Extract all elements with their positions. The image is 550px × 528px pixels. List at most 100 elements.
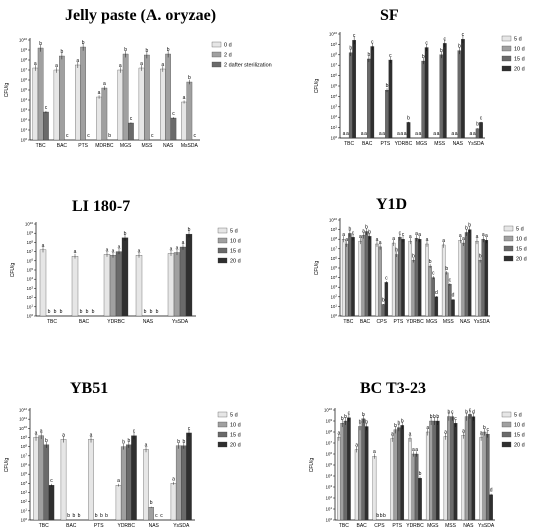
chart-panel: Y1D CFU/g 100 101 102 103 104 105 106 107 108 109 10… <box>314 196 527 325</box>
bar <box>467 229 472 317</box>
y-tick-label: 100 <box>331 135 338 141</box>
significance-letter: a <box>42 243 45 249</box>
y-tick-label: 1010 <box>329 217 337 223</box>
legend-swatch <box>501 431 512 438</box>
bar <box>122 53 129 141</box>
significance-letter: b <box>429 259 432 265</box>
bar <box>401 239 405 317</box>
significance-letter: b <box>465 225 468 231</box>
bar <box>160 68 166 141</box>
bar <box>144 54 150 141</box>
bar <box>117 69 124 141</box>
bar <box>439 54 444 139</box>
y-tick-label: 107 <box>331 246 338 252</box>
x-tick-label: CPS <box>374 523 385 528</box>
significance-letter: a <box>469 131 472 137</box>
legend-swatch <box>501 35 512 42</box>
significance-letter: b <box>412 253 415 259</box>
significance-letter: a <box>455 131 458 137</box>
legend-label: 10 d <box>516 237 527 243</box>
bar <box>343 420 348 521</box>
significance-letter: a <box>433 131 436 137</box>
bar <box>418 478 422 521</box>
y-tick-label: 104 <box>21 480 28 486</box>
bar <box>167 253 175 317</box>
chart-panel: BC T3-23 CFU/g 100 101 102 103 104 105 106 107 108… <box>309 380 525 528</box>
bar <box>138 67 145 141</box>
y-tick-label: 103 <box>331 284 338 290</box>
bar <box>425 243 429 317</box>
legend-swatch <box>211 41 222 48</box>
y-tick-label: 105 <box>27 267 34 273</box>
significance-letter: b <box>341 416 344 422</box>
x-tick-label: BAC <box>66 523 77 528</box>
significance-letter: a <box>362 228 365 234</box>
y-tick-label: 103 <box>326 484 333 490</box>
significance-letter: a <box>418 131 421 137</box>
bar <box>354 449 359 521</box>
y-tick-label: 107 <box>21 67 28 73</box>
significance-letter: b <box>150 500 153 506</box>
bar <box>441 244 446 317</box>
bar <box>398 237 402 317</box>
bar <box>43 444 50 521</box>
x-tick-label: NAS <box>453 141 464 147</box>
bar <box>348 233 352 317</box>
x-tick-label: NAS <box>163 143 174 149</box>
significance-letter: b <box>144 309 147 315</box>
significance-letter: a <box>391 432 394 438</box>
bar <box>128 122 134 141</box>
bar <box>351 237 355 317</box>
y-tick-label: 104 <box>326 473 333 479</box>
bar <box>60 439 67 521</box>
significance-letter: b <box>82 40 85 46</box>
y-tick-label: 106 <box>21 77 28 83</box>
significance-letter: b <box>383 513 386 519</box>
y-tick-label: 108 <box>21 57 28 63</box>
y-tick-label: 107 <box>326 440 333 446</box>
significance-letter: b <box>483 425 486 431</box>
bar <box>71 256 79 317</box>
y-tick-label: 102 <box>331 294 338 300</box>
significance-letter: c <box>66 133 69 139</box>
y-tick-label: 108 <box>331 236 338 242</box>
significance-letter: a <box>138 248 141 254</box>
significance-letter: a <box>182 240 185 246</box>
legend-label: 10 d <box>230 239 241 245</box>
x-tick-label: MSS <box>443 319 455 325</box>
y-tick-label: 103 <box>21 489 28 495</box>
significance-letter: d <box>452 293 455 299</box>
bar <box>80 46 86 141</box>
significance-letter: c <box>399 230 402 236</box>
significance-letter: a <box>40 429 43 435</box>
x-tick-label: MGS <box>427 523 439 528</box>
significance-letter: a <box>112 248 115 254</box>
legend-swatch <box>501 45 512 52</box>
y-tick-label: 101 <box>27 304 34 310</box>
x-tick-label: PTS <box>94 523 104 528</box>
y-tick-label: 102 <box>27 295 34 301</box>
bar <box>384 282 389 317</box>
significance-letter: c <box>87 133 90 139</box>
significance-letter: a <box>117 478 120 484</box>
y-tick-label: 101 <box>331 125 338 131</box>
bar <box>479 437 483 521</box>
x-tick-label: MGS <box>426 319 438 325</box>
significance-letter: a <box>76 58 79 64</box>
bar <box>143 449 149 521</box>
bar <box>179 246 187 317</box>
x-tick-label: MSS <box>141 143 153 149</box>
legend-swatch <box>211 61 222 68</box>
x-tick-label: TBC <box>39 523 49 528</box>
significance-letter: a <box>103 81 106 87</box>
x-tick-label: BAC <box>357 523 368 528</box>
significance-letter: c <box>151 133 154 139</box>
y-axis-label: CFU/g <box>4 83 10 98</box>
x-tick-label: MSS <box>445 523 457 528</box>
significance-letter: a <box>409 234 412 240</box>
significance-letter: b <box>386 83 389 89</box>
y-tick-label: 107 <box>331 62 338 68</box>
legend-swatch <box>217 421 228 428</box>
bar <box>38 435 44 521</box>
y-tick-label: 101 <box>331 303 338 309</box>
